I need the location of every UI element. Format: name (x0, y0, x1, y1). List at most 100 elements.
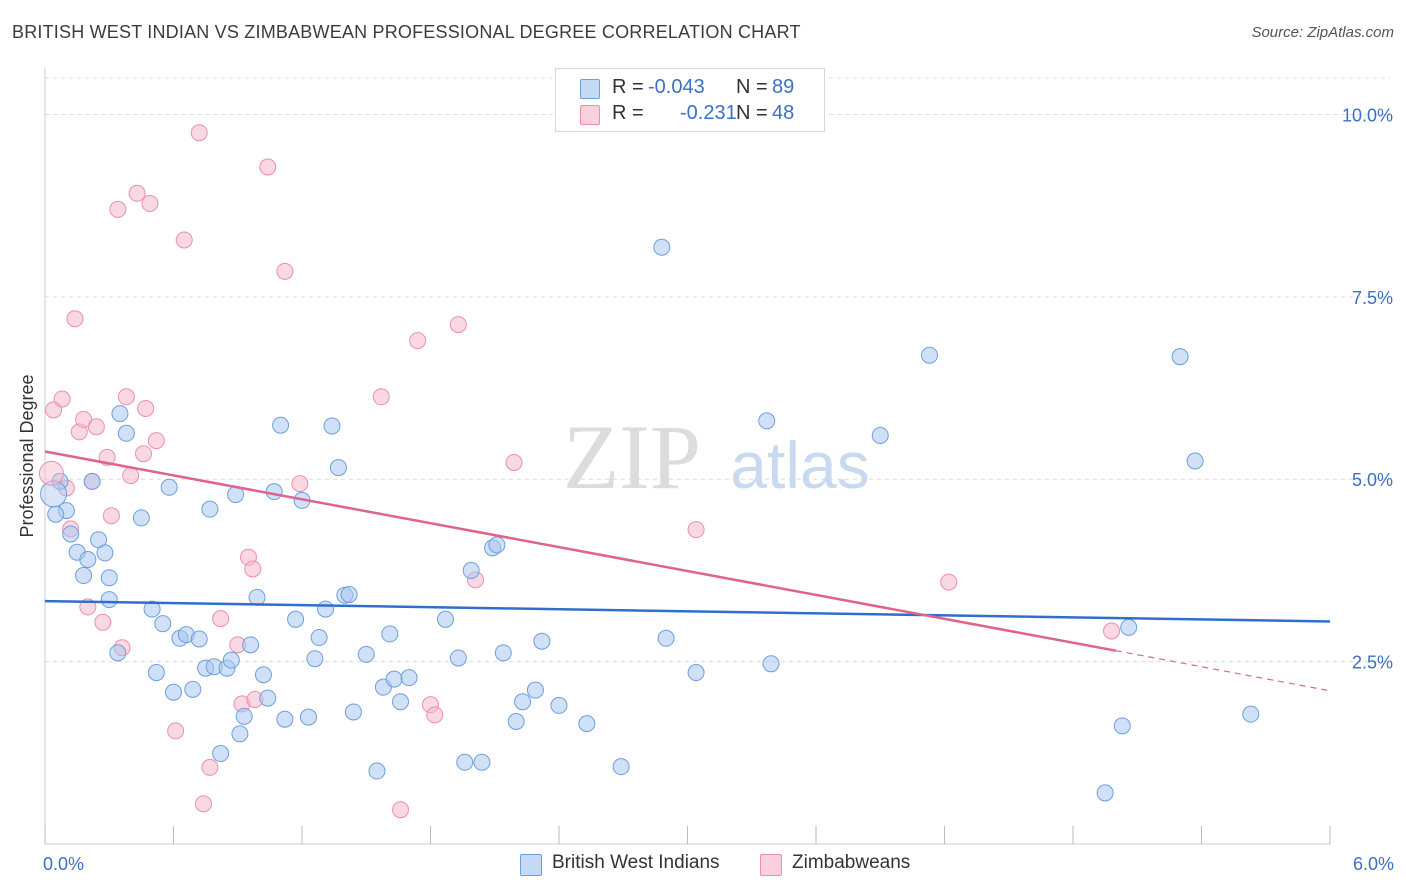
zimbabwean-point (940, 573, 958, 591)
n-label: N = (736, 102, 768, 124)
zimbabwean-trend-line (44, 450, 1117, 652)
british-west-indian-point (1171, 348, 1189, 366)
r-label: R = (612, 76, 644, 98)
british-west-indian-point (921, 346, 939, 364)
british-west-indian-point (184, 680, 202, 698)
british-west-indian-point (1186, 452, 1204, 470)
british-west-indian-point (473, 753, 491, 771)
zimbabwean-point (147, 432, 165, 450)
british-west-indian-point (143, 600, 161, 618)
british-west-indian-point (657, 629, 675, 647)
zimbabwean-point (122, 467, 140, 485)
british-west-indian-point (100, 591, 118, 609)
x-tick-label: 0.0% (43, 854, 84, 874)
british-west-indian-point (83, 472, 101, 490)
british-west-indian-point (344, 703, 362, 721)
british-west-indian-point (231, 725, 249, 743)
british-west-indian-point (612, 758, 630, 776)
british-west-indian-point (310, 629, 328, 647)
british-west-indian-point (687, 664, 705, 682)
british-west-indian-point (276, 710, 294, 728)
zimbabwean-point (259, 158, 277, 176)
british-west-indian-point (329, 459, 347, 477)
axes (44, 68, 1331, 845)
trend-lines (44, 450, 1331, 692)
zimbabwean-point (135, 445, 153, 463)
british-west-indian-point (287, 610, 305, 628)
zimbabwean-point (276, 262, 294, 280)
blue-swatch (520, 854, 542, 876)
y-tick-label: 7.5% (1352, 288, 1393, 308)
british-west-indian-point (222, 651, 240, 669)
n-label: N = (736, 76, 768, 98)
zimbabwean-point (117, 388, 135, 406)
british-west-indian-point (100, 569, 118, 587)
british-west-indian-point (1113, 717, 1131, 735)
british-west-indian-point (79, 550, 97, 568)
zimbabwean-point (449, 316, 467, 334)
british-west-indian-trend-line (44, 599, 1331, 623)
british-west-indian-point (550, 696, 568, 714)
blue-swatch (580, 79, 600, 99)
zimbabwean-point (392, 801, 410, 819)
british-west-indian-point (1242, 705, 1260, 723)
british-west-indian-point (96, 544, 114, 562)
r-label: R = (612, 102, 644, 124)
british-west-indian-point (272, 416, 290, 434)
british-west-indian-point (62, 525, 80, 543)
zimbabwean-point (201, 758, 219, 776)
british-west-indian-point (1120, 618, 1138, 636)
british-west-indian-point (758, 412, 776, 430)
axis-labels: 2.5% 5.0% 7.5% 10.0% 0.0% 6.0% Professional De… (17, 105, 1394, 874)
y-tick-label: 5.0% (1352, 470, 1393, 490)
british-west-indian-point (381, 625, 399, 643)
british-west-indian-point (449, 649, 467, 667)
british-west-indian-point (488, 536, 506, 554)
british-west-indian-point (340, 586, 358, 604)
british-west-indian-point (160, 478, 178, 496)
correlation-legend: R = -0.043 N = 89 R = -0.231 N = 48 (555, 68, 825, 132)
british-west-indian-point (317, 600, 335, 618)
legend-label: British West Indians (552, 852, 720, 873)
zimbabwean-point (194, 795, 212, 813)
british-west-indian-point (259, 689, 277, 707)
legend-label: Zimbabweans (792, 852, 911, 873)
british-west-indian-point (323, 417, 341, 435)
british-west-indian-point (154, 615, 172, 633)
british-west-indian-point (653, 238, 671, 256)
british-west-indian-point (392, 693, 410, 711)
british-west-indian-point (242, 636, 260, 654)
zimbabwean-point (687, 521, 705, 539)
british-west-indian-point (762, 655, 780, 673)
pink-swatch (580, 105, 600, 125)
r-value: -0.043 (648, 76, 705, 98)
zimbabwean-point (102, 507, 120, 525)
zimbabwean-point (137, 399, 155, 417)
british-west-indian-point (306, 650, 324, 668)
zimbabwean-point (167, 722, 185, 740)
british-west-indian-point (462, 561, 480, 579)
zimbabwean-point (175, 231, 193, 249)
british-west-indian-point (132, 509, 150, 527)
y-tick-label: 10.0% (1342, 105, 1393, 125)
british-west-indian-point (456, 753, 474, 771)
zimbabwean-point (291, 475, 309, 493)
british-west-indian-point (494, 644, 512, 662)
british-west-indian-point (117, 424, 135, 442)
british-west-indian-point (368, 762, 386, 780)
british-west-indian-point (147, 664, 165, 682)
zimbabwean-point (1103, 622, 1121, 640)
british-west-indian-point (75, 567, 93, 585)
british-west-indian-point (385, 670, 403, 688)
british-west-indian-point (235, 707, 253, 725)
british-west-indian-point (212, 745, 230, 763)
watermark-zip: ZIP (563, 406, 701, 508)
zimbabwean-point (409, 332, 427, 350)
source-label: Source: ZipAtlas.com (1251, 24, 1394, 41)
british-west-indian-point (514, 693, 532, 711)
british-west-indian-point (526, 681, 544, 699)
british-west-indian-point (254, 666, 272, 684)
british-west-indian-point (436, 610, 454, 628)
watermark-atlas: atlas (730, 428, 869, 502)
